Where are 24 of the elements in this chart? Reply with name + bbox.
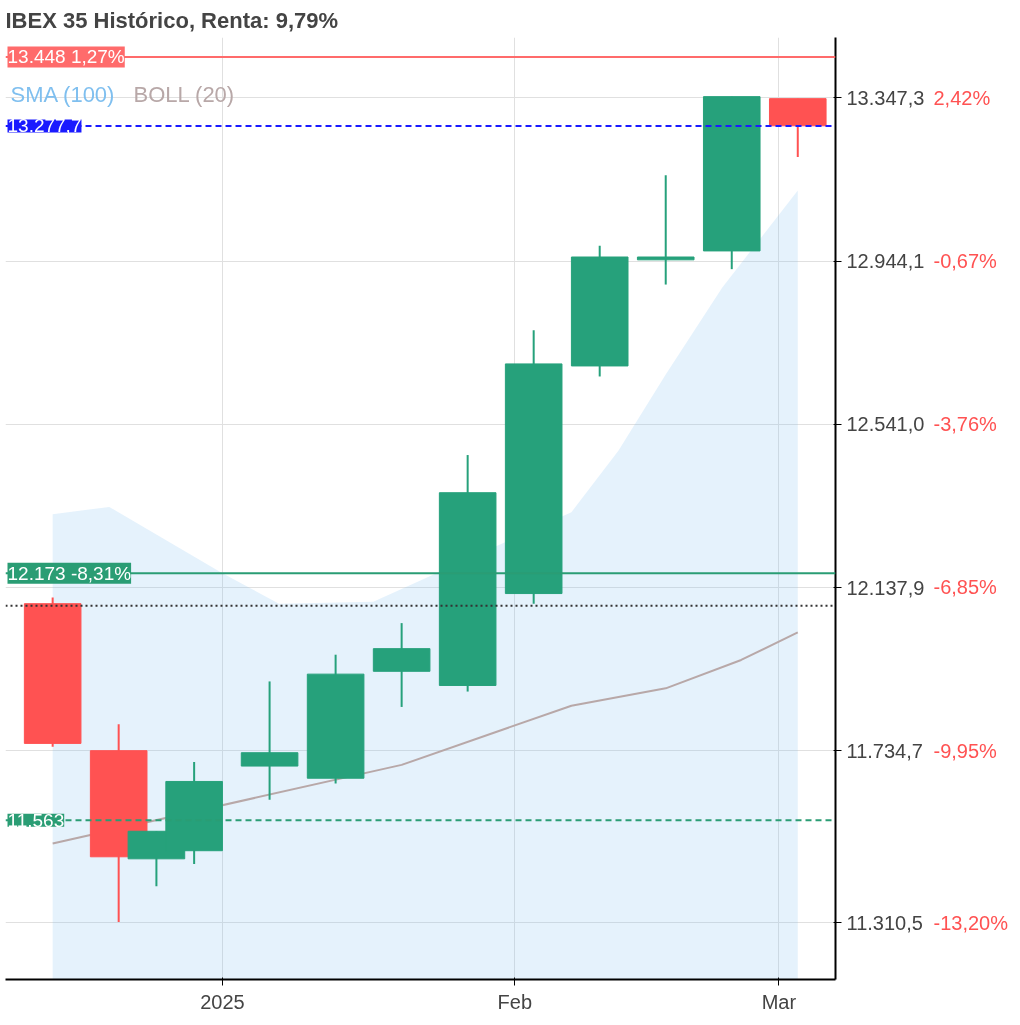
y2-tick-label: -9,95% bbox=[933, 739, 998, 762]
y2-tick-label: -6,85% bbox=[933, 576, 998, 599]
y-tick-label: 11.734,7 bbox=[846, 739, 923, 762]
chart-title: IBEX 35 Histórico, Renta: 9,79% bbox=[5, 7, 339, 33]
ref-line-label: 13.277,7 bbox=[7, 115, 82, 137]
y-tick-label: 12.541,0 bbox=[846, 413, 925, 436]
y-tick-label: 12.944,1 bbox=[846, 250, 925, 273]
candlestick bbox=[636, 174, 695, 286]
y2-tick-label: -0,67% bbox=[933, 250, 998, 273]
y2-tick-label: -13,20% bbox=[933, 911, 1009, 934]
candlestick bbox=[240, 680, 299, 801]
x-tick-label: Mar bbox=[761, 990, 797, 1013]
ref-line-label: 12.173 -8,31% bbox=[7, 562, 132, 584]
text: SMA (100) bbox=[10, 81, 115, 107]
ref-line-label: 13.448 1,27% bbox=[7, 46, 125, 68]
y-tick-label: 11.310,5 bbox=[846, 911, 923, 934]
x-tick-label: 2025 bbox=[200, 990, 245, 1013]
x-tick-label: Feb bbox=[497, 990, 533, 1013]
y-tick-label: 12.137,9 bbox=[846, 576, 925, 599]
text: BOLL (20) bbox=[133, 81, 235, 107]
ref-line-label: 11.563 bbox=[7, 809, 65, 831]
y2-tick-label: -3,76% bbox=[933, 413, 998, 436]
y-tick-label: 13.347,3 bbox=[846, 86, 925, 109]
y2-tick-label: 2,42% bbox=[933, 87, 991, 110]
